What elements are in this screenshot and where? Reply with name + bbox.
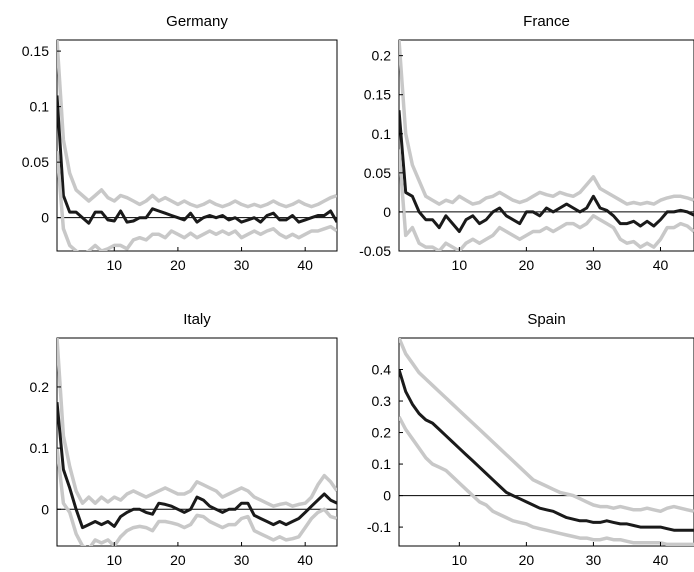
series-lower-band-line bbox=[57, 447, 337, 546]
series-estimate-line bbox=[399, 110, 694, 233]
y-tick-label: 0 bbox=[41, 210, 49, 226]
series-upper-band-line bbox=[399, 338, 694, 514]
y-tick-label: 0.2 bbox=[372, 48, 392, 64]
x-tick-label: 10 bbox=[106, 257, 122, 273]
y-tick-label: -0.05 bbox=[359, 243, 391, 259]
axes-box bbox=[398, 39, 694, 252]
plot-area bbox=[57, 338, 337, 546]
panel-germany: 10 20 30 40 0 0.05 0.1 0.15 Germany bbox=[22, 13, 338, 273]
y-tick-label: 0.4 bbox=[372, 362, 392, 378]
y-tick-label: 0.2 bbox=[30, 379, 50, 395]
x-tick-label: 30 bbox=[586, 257, 602, 273]
x-tick-label: 20 bbox=[170, 257, 186, 273]
y-tick-label: 0.1 bbox=[372, 126, 392, 142]
series-lower-band-line bbox=[399, 415, 694, 546]
y-tick-label: -0.1 bbox=[367, 519, 391, 535]
x-tick-label: 20 bbox=[519, 257, 535, 273]
chart-title: Spain bbox=[527, 311, 565, 328]
x-tick-label: 10 bbox=[106, 552, 122, 568]
series-upper-band-line bbox=[57, 40, 337, 209]
x-tick-label: 40 bbox=[653, 257, 669, 273]
y-tick-label: 0 bbox=[41, 501, 49, 517]
panel-italy: 10 20 30 40 0 0.1 0.2 Italy bbox=[30, 311, 338, 568]
y-tick-label: 0.1 bbox=[30, 99, 50, 115]
y-tick-label: 0.15 bbox=[364, 87, 391, 103]
x-tick-label: 30 bbox=[234, 552, 250, 568]
y-tick-label: 0 bbox=[383, 488, 391, 504]
x-tick-label: 30 bbox=[234, 257, 250, 273]
y-tick-label: 0.05 bbox=[364, 165, 391, 181]
series-upper-band-line bbox=[57, 338, 337, 508]
x-tick-label: 20 bbox=[170, 552, 186, 568]
x-tick-label: 10 bbox=[452, 552, 468, 568]
panel-france: 10 20 30 40 -0.05 0 0.05 0.1 0.15 0.2 France bbox=[359, 13, 694, 273]
axes-box bbox=[56, 39, 338, 252]
x-tick-label: 40 bbox=[297, 552, 313, 568]
y-tick-label: 0.1 bbox=[30, 440, 50, 456]
chart-title: Italy bbox=[183, 311, 211, 328]
x-tick-label: 40 bbox=[297, 257, 313, 273]
y-tick-label: 0.05 bbox=[22, 154, 49, 170]
y-tick-label: 0.1 bbox=[372, 456, 392, 472]
plot-area bbox=[57, 40, 337, 251]
x-tick-label: 40 bbox=[653, 552, 669, 568]
x-tick-label: 20 bbox=[519, 552, 535, 568]
plot-area bbox=[399, 338, 694, 546]
chart-title: France bbox=[523, 13, 570, 30]
axes-box bbox=[56, 337, 338, 547]
y-tick-label: 0 bbox=[383, 204, 391, 220]
axes-box bbox=[398, 337, 694, 547]
series-estimate-line bbox=[399, 369, 694, 532]
plot-area bbox=[399, 40, 694, 251]
series-lower-band-line bbox=[399, 149, 694, 251]
y-tick-label: 0.2 bbox=[372, 425, 392, 441]
series-upper-band-line bbox=[399, 40, 694, 206]
series-estimate-line bbox=[57, 95, 337, 225]
y-tick-label: 0.15 bbox=[22, 43, 49, 59]
y-tick-label: 0.3 bbox=[372, 393, 392, 409]
chart-title: Germany bbox=[166, 13, 228, 30]
x-tick-label: 30 bbox=[586, 552, 602, 568]
panel-spain: 10 20 30 40 -0.1 0 0.1 0.2 0.3 0.4 Spain bbox=[367, 311, 694, 568]
series-estimate-line bbox=[57, 402, 337, 530]
x-tick-label: 10 bbox=[452, 257, 468, 273]
series-lower-band-line bbox=[57, 150, 337, 251]
